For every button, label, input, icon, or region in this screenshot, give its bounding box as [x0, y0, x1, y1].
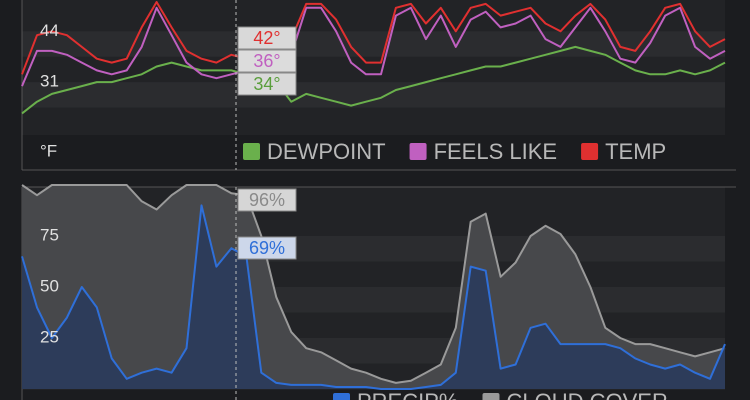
- tooltip-label: 42°: [253, 28, 280, 48]
- tooltip-box: [237, 188, 297, 212]
- y-tick-label: 25: [40, 327, 59, 346]
- legend-label: CLOUD COVER: [506, 389, 667, 400]
- tooltip-label: 34°: [253, 74, 280, 94]
- tooltip-label: 96%: [249, 190, 285, 210]
- tooltip-label: 36°: [253, 51, 280, 71]
- legend-swatch: [482, 393, 500, 400]
- legend-swatch: [581, 143, 599, 160]
- series-line: [21, 184, 726, 384]
- tooltip-box: [237, 26, 297, 50]
- grid-band: [22, 82, 725, 108]
- series-line: [21, 6, 726, 87]
- legend-label: TEMP: [605, 139, 666, 164]
- tooltip-box: [237, 236, 297, 260]
- y-tick-label: 31: [40, 72, 59, 91]
- legend-swatch: [243, 143, 260, 160]
- area-fill: [22, 205, 725, 389]
- unit-label: °F: [40, 141, 57, 160]
- series-line: [21, 45, 726, 115]
- series-line: [21, 1, 726, 75]
- legend-label: PRECIP%: [357, 389, 458, 400]
- legend-swatch: [409, 143, 427, 160]
- tooltip-label: 69%: [249, 238, 285, 258]
- legend-label: DEWPOINT: [267, 139, 386, 164]
- legend-label: FEELS LIKE: [434, 139, 558, 164]
- y-tick-label: 50: [40, 276, 59, 295]
- legend-swatch: [333, 393, 350, 400]
- series-line: [21, 204, 726, 390]
- tooltip-box: [237, 72, 297, 96]
- tooltip-box: [237, 49, 297, 73]
- y-tick-label: 75: [40, 225, 59, 244]
- y-tick-label: 44: [40, 21, 59, 40]
